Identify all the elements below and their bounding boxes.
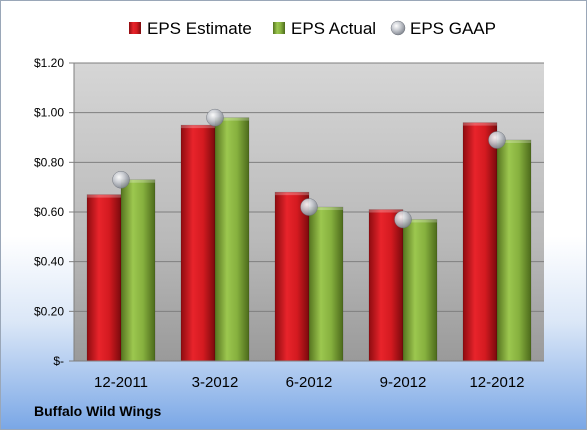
legend-swatch-eps-gaap <box>390 20 406 36</box>
legend-swatch-eps-estimate <box>129 22 141 34</box>
bar-top-highlight <box>121 179 155 183</box>
bars <box>86 117 532 362</box>
marker-eps-gaap <box>112 170 130 189</box>
bar-top-highlight <box>215 117 249 121</box>
marker-eps-gaap <box>206 108 224 127</box>
bar-eps-estimate <box>180 124 216 362</box>
bar-eps-actual <box>214 117 250 362</box>
y-tick-label: $0.60 <box>34 205 64 219</box>
y-tick-label: $1.00 <box>34 106 64 120</box>
y-axis: $1.20 $1.00 $0.80 $0.60 $0.40 $0.20 $- <box>34 56 75 368</box>
x-axis: 12-2011 3-2012 6-2012 9-2012 12-2012 <box>74 360 544 391</box>
x-tick-label: 3-2012 <box>192 374 239 391</box>
gaap-markers <box>112 108 506 229</box>
bar-top-highlight <box>275 192 309 196</box>
legend-label-eps-gaap: EPS GAAP <box>410 19 496 38</box>
bar-eps-actual <box>308 206 344 362</box>
bar-top-highlight <box>369 209 403 213</box>
x-tick-label: 12-2012 <box>469 374 524 391</box>
bar-top-highlight <box>309 207 343 211</box>
legend-label-eps-actual: EPS Actual <box>291 19 376 38</box>
legend-swatch-eps-actual <box>273 22 285 34</box>
bar-eps-estimate <box>368 209 404 362</box>
marker-eps-gaap <box>394 210 412 229</box>
y-tick-label: $- <box>53 354 64 368</box>
company-name: Buffalo Wild Wings <box>34 403 162 419</box>
bar-top-highlight <box>181 125 215 129</box>
x-tick-label: 6-2012 <box>286 374 333 391</box>
x-tick-label: 12-2011 <box>94 374 148 391</box>
bar-top-highlight <box>497 139 531 143</box>
x-tick-label: 9-2012 <box>380 374 427 391</box>
bar-top-highlight <box>463 122 497 126</box>
bar-eps-actual <box>120 179 156 362</box>
marker-eps-gaap <box>488 131 506 149</box>
legend: EPS Estimate EPS Actual EPS GAAP <box>129 19 496 38</box>
y-tick-label: $1.20 <box>34 56 64 70</box>
bar-eps-estimate <box>86 194 122 362</box>
legend-label-eps-estimate: EPS Estimate <box>147 19 252 38</box>
marker-eps-gaap <box>300 198 318 216</box>
y-tick-label: $0.20 <box>34 304 64 318</box>
bar-top-highlight <box>403 219 437 223</box>
bar-eps-actual <box>496 139 532 362</box>
y-tick-label: $0.40 <box>34 255 64 269</box>
y-tick-label: $0.80 <box>34 155 64 169</box>
bar-eps-estimate <box>274 191 310 362</box>
bar-eps-actual <box>402 219 438 362</box>
bar-eps-estimate <box>462 122 498 362</box>
bar-top-highlight <box>87 194 121 198</box>
